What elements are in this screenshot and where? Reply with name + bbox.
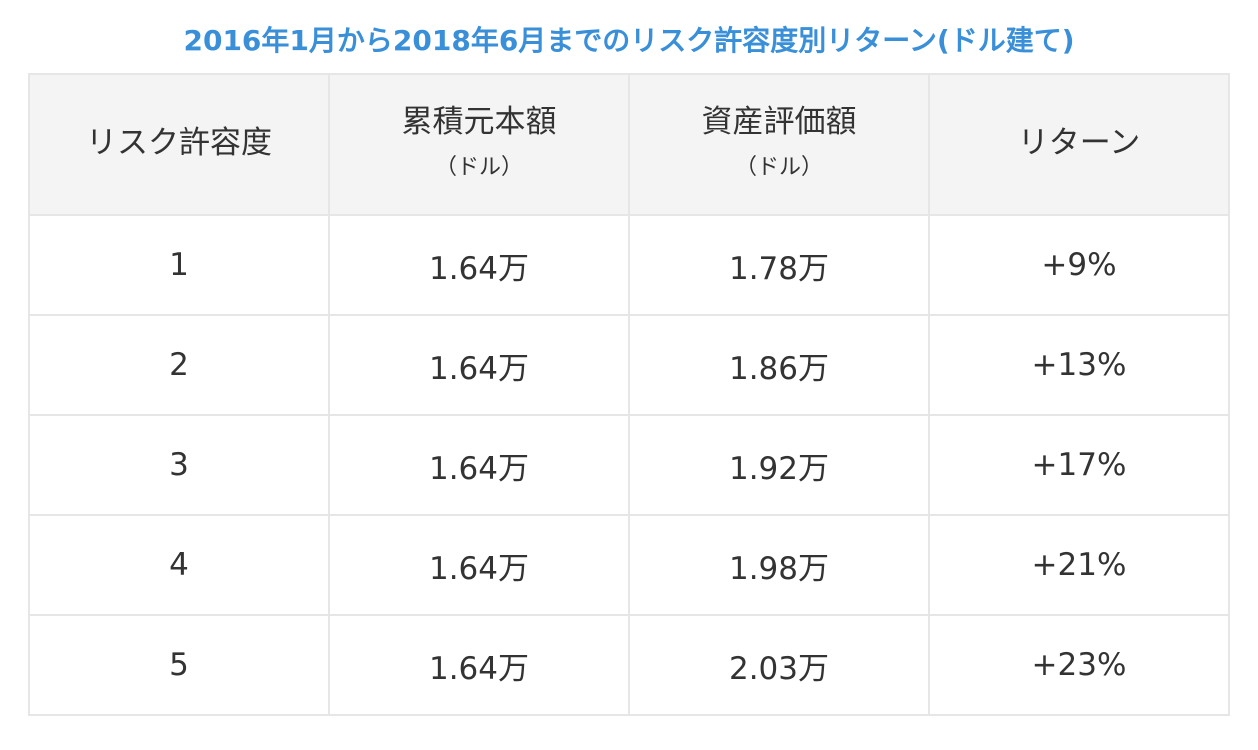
table-header: リスク許容度 累積元本額 （ドル） 資産評価額 （ドル） リターン xyxy=(28,73,1230,216)
cell-return: +13% xyxy=(928,314,1230,416)
cell-risk-tolerance: 2 xyxy=(28,314,330,416)
cell-return: +21% xyxy=(928,514,1230,616)
cell-valuation: 1.92万 xyxy=(628,414,930,516)
table-row: 1 1.64万 1.78万 +9% xyxy=(28,214,1230,316)
returns-table: リスク許容度 累積元本額 （ドル） 資産評価額 （ドル） リターン 1 1.64万 … xyxy=(28,73,1230,716)
cell-valuation: 1.78万 xyxy=(628,214,930,316)
header-valuation: 資産評価額 （ドル） xyxy=(628,73,930,216)
cell-return: +17% xyxy=(928,414,1230,516)
header-risk-tolerance: リスク許容度 xyxy=(28,73,330,216)
table-row: 2 1.64万 1.86万 +13% xyxy=(28,314,1230,416)
table-row: 3 1.64万 1.92万 +17% xyxy=(28,414,1230,516)
cell-valuation: 1.86万 xyxy=(628,314,930,416)
header-principal-unit: （ドル） xyxy=(434,154,523,180)
cell-principal: 1.64万 xyxy=(328,214,630,316)
cell-principal: 1.64万 xyxy=(328,414,630,516)
cell-return: +23% xyxy=(928,614,1230,716)
header-return-label: リターン xyxy=(1017,124,1141,161)
header-principal: 累積元本額 （ドル） xyxy=(328,73,630,216)
cell-risk-tolerance: 4 xyxy=(28,514,330,616)
cell-valuation: 1.98万 xyxy=(628,514,930,616)
cell-return: +9% xyxy=(928,214,1230,316)
header-return: リターン xyxy=(928,73,1230,216)
table-row: 5 1.64万 2.03万 +23% xyxy=(28,614,1230,716)
header-valuation-label: 資産評価額 xyxy=(701,103,857,140)
table-row: 4 1.64万 1.98万 +21% xyxy=(28,514,1230,616)
cell-risk-tolerance: 3 xyxy=(28,414,330,516)
cell-risk-tolerance: 1 xyxy=(28,214,330,316)
header-risk-tolerance-label: リスク許容度 xyxy=(86,124,272,161)
table-title: 2016年1月から2018年6月までのリスク許容度別リターン(ドル建て) xyxy=(183,24,1075,57)
header-valuation-unit: （ドル） xyxy=(734,154,823,180)
cell-risk-tolerance: 5 xyxy=(28,614,330,716)
cell-valuation: 2.03万 xyxy=(628,614,930,716)
cell-principal: 1.64万 xyxy=(328,314,630,416)
cell-principal: 1.64万 xyxy=(328,614,630,716)
table-body: 1 1.64万 1.78万 +9% 2 1.64万 1.86万 +13% 3 1… xyxy=(28,214,1230,716)
header-row: リスク許容度 累積元本額 （ドル） 資産評価額 （ドル） リターン xyxy=(28,73,1230,216)
header-principal-label: 累積元本額 xyxy=(401,103,557,140)
cell-principal: 1.64万 xyxy=(328,514,630,616)
